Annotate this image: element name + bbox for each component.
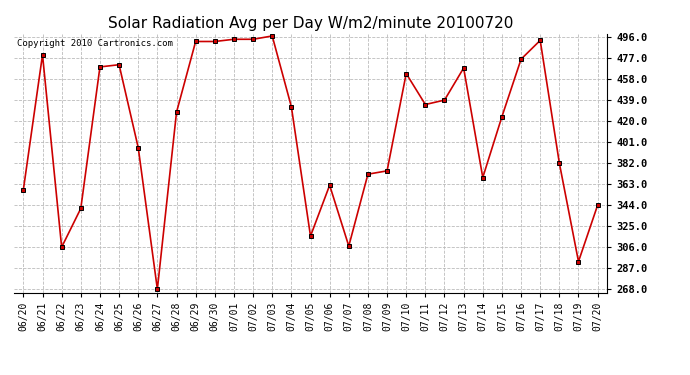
Title: Solar Radiation Avg per Day W/m2/minute 20100720: Solar Radiation Avg per Day W/m2/minute … — [108, 16, 513, 31]
Text: Copyright 2010 Cartronics.com: Copyright 2010 Cartronics.com — [17, 39, 172, 48]
